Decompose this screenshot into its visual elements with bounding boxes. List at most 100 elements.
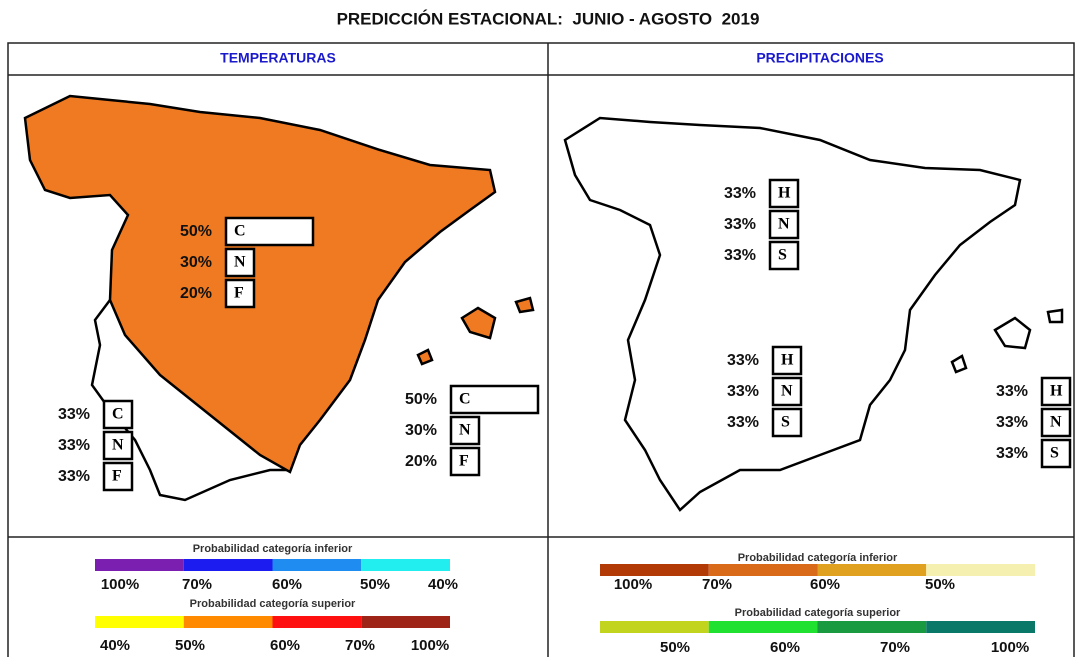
legend-title: Probabilidad categoría superior <box>190 598 356 610</box>
category: N <box>1050 414 1062 431</box>
legend-swatch <box>926 564 1035 576</box>
legend-label: 60% <box>270 637 300 654</box>
category: N <box>781 383 793 400</box>
probability-bar <box>102 430 134 461</box>
probability: 33% <box>58 406 90 423</box>
coastline <box>90 299 290 502</box>
legend-label: 40% <box>428 576 458 593</box>
probability-bar <box>449 446 481 477</box>
probability-bar <box>224 247 256 278</box>
probability-bar <box>224 278 256 309</box>
legend-title: Probabilidad categoría inferior <box>193 543 353 555</box>
probability: 33% <box>724 216 756 233</box>
legend-swatch <box>272 559 362 571</box>
legend-swatch <box>600 621 709 633</box>
map-region <box>23 94 497 474</box>
legend-swatch <box>817 621 927 633</box>
legend-label: 60% <box>272 576 302 593</box>
legend-label: 60% <box>810 576 840 593</box>
probability-bar <box>768 240 800 271</box>
probability-bar <box>102 461 134 492</box>
probability: 33% <box>724 185 756 202</box>
category: N <box>778 216 790 233</box>
probability: 33% <box>724 247 756 264</box>
legend-title: Probabilidad categoría inferior <box>738 552 898 564</box>
category: C <box>459 391 471 408</box>
category: S <box>1050 445 1059 462</box>
probability-bar <box>449 415 481 446</box>
map-region <box>563 116 1022 512</box>
category: F <box>234 285 244 302</box>
probability-bar <box>224 216 315 247</box>
category: S <box>778 247 787 264</box>
probability: 50% <box>180 223 212 240</box>
legend-swatch <box>600 564 709 576</box>
legend-label: 70% <box>702 576 732 593</box>
legend-label: 50% <box>660 639 690 656</box>
probability: 33% <box>996 383 1028 400</box>
islands <box>416 296 535 366</box>
probability-bar <box>771 376 803 407</box>
legend-swatch <box>708 564 818 576</box>
legend-label: 100% <box>101 576 139 593</box>
category: F <box>459 453 469 470</box>
probability-bar <box>1040 407 1072 438</box>
legend-label: 70% <box>345 637 375 654</box>
probability: 33% <box>727 383 759 400</box>
category: C <box>112 406 124 423</box>
category: H <box>781 352 794 369</box>
probability: 33% <box>58 468 90 485</box>
probability-bar <box>768 209 800 240</box>
legend-label: 70% <box>182 576 212 593</box>
probability: 33% <box>996 445 1028 462</box>
islands <box>950 308 1064 374</box>
legend-swatch <box>272 616 362 628</box>
probability: 33% <box>727 414 759 431</box>
probability: 33% <box>58 437 90 454</box>
probability: 20% <box>405 453 437 470</box>
category: N <box>459 422 471 439</box>
probability-bar <box>1040 376 1072 407</box>
legend-swatch <box>183 616 273 628</box>
legend-label: 100% <box>991 639 1029 656</box>
legend-label: 50% <box>925 576 955 593</box>
legend-label: 60% <box>770 639 800 656</box>
category: H <box>778 185 791 202</box>
probability: 30% <box>405 422 437 439</box>
probability-bar <box>102 399 134 430</box>
probability-bar <box>768 178 800 209</box>
probability-bar <box>449 384 540 415</box>
category: N <box>112 437 124 454</box>
category: C <box>234 223 246 240</box>
panel-heading: PRECIPITACIONES <box>756 50 883 66</box>
legend-swatch <box>361 559 450 571</box>
page-title: PREDICCIÓN ESTACIONAL: JUNIO - AGOSTO 20… <box>337 9 760 28</box>
probability: 33% <box>996 414 1028 431</box>
probability-bar <box>771 345 803 376</box>
probability: 33% <box>727 352 759 369</box>
legend-swatch <box>95 616 184 628</box>
legend-swatch <box>817 564 927 576</box>
category: N <box>234 254 246 271</box>
legend-label: 100% <box>614 576 652 593</box>
legend-label: 100% <box>411 637 449 654</box>
probability-bar <box>771 407 803 438</box>
legend-swatch <box>95 559 184 571</box>
legend-swatch <box>183 559 273 571</box>
category: F <box>112 468 122 485</box>
legend-label: 50% <box>175 637 205 654</box>
category: H <box>1050 383 1063 400</box>
frame <box>7 42 1075 657</box>
legend-title: Probabilidad categoría superior <box>735 607 901 619</box>
probability: 50% <box>405 391 437 408</box>
probability: 30% <box>180 254 212 271</box>
legend-swatch <box>926 621 1035 633</box>
legend-label: 70% <box>880 639 910 656</box>
category: S <box>781 414 790 431</box>
legend-label: 50% <box>360 576 390 593</box>
legend-swatch <box>361 616 450 628</box>
panel-heading: TEMPERATURAS <box>220 50 336 66</box>
probability-bar <box>1040 438 1072 469</box>
probability: 20% <box>180 285 212 302</box>
legend-label: 40% <box>100 637 130 654</box>
